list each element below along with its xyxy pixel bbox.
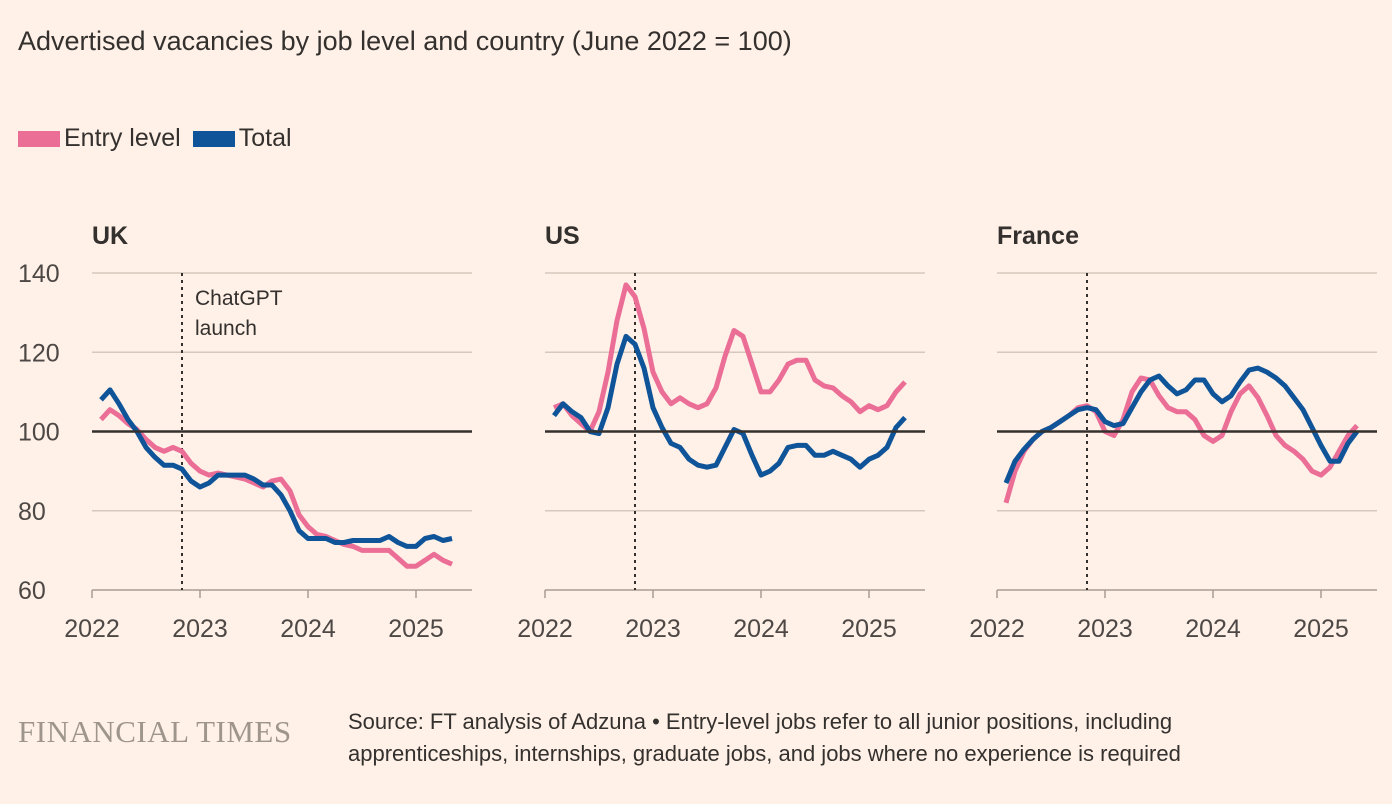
panel-title: France [997, 222, 1079, 250]
y-tick-label: 100 [18, 419, 60, 447]
panel-title: UK [92, 222, 128, 250]
x-tick-label: 2023 [172, 615, 228, 643]
x-tick-label: 2022 [969, 615, 1025, 643]
chart-title: Advertised vacancies by job level and co… [18, 26, 792, 56]
y-tick-label: 120 [18, 339, 60, 367]
legend-label: Entry level [64, 124, 181, 152]
legend: Entry level Total [18, 124, 304, 153]
series-line-total [1003, 365, 1359, 484]
legend-item-entry-level: Entry level [18, 124, 181, 153]
x-tick-label: 2022 [64, 615, 120, 643]
x-tick-label: 2025 [1293, 615, 1349, 643]
x-tick-label: 2025 [388, 615, 444, 643]
legend-swatch-entry-level [18, 130, 60, 147]
series-line-entry-level [553, 282, 907, 434]
panel-uk: 60 80 100 120 140 2022 2023 2024 2025 UK ChatGPT la… [18, 222, 472, 643]
panel-title: US [545, 222, 580, 250]
x-tick-label: 2025 [841, 615, 897, 643]
x-tick-label: 2022 [517, 615, 573, 643]
series-line-total [99, 387, 453, 549]
legend-label: Total [238, 124, 292, 152]
source-line-1: Source: FT analysis of Adzuna • Entry-le… [348, 709, 1173, 734]
legend-swatch-total [192, 130, 235, 147]
panel-france: 2022 2023 2024 2025 France [969, 222, 1377, 643]
y-tick-label: 80 [18, 498, 46, 526]
x-tick-label: 2024 [1185, 615, 1241, 643]
y-tick-label: 60 [18, 577, 46, 605]
source-note: Source: FT analysis of Adzuna • Entry-le… [348, 706, 1181, 770]
series-line-total [552, 333, 907, 478]
source-line-2: apprenticeships, internships, graduate j… [348, 741, 1181, 766]
series-line-entry-level [1003, 375, 1359, 504]
panel-us: 2022 2023 2024 2025 US [517, 222, 925, 643]
x-tick-label: 2023 [1077, 615, 1133, 643]
x-tick-label: 2024 [733, 615, 789, 643]
annotation-text: ChatGPT [195, 287, 283, 310]
x-tick-label: 2024 [280, 615, 336, 643]
series-line-entry-level [99, 407, 453, 569]
x-tick-label: 2023 [625, 615, 681, 643]
ft-logo: FINANCIAL TIMES [18, 714, 292, 749]
y-tick-label: 140 [18, 260, 60, 288]
annotation-text: launch [195, 317, 257, 340]
legend-item-total: Total [192, 124, 292, 153]
